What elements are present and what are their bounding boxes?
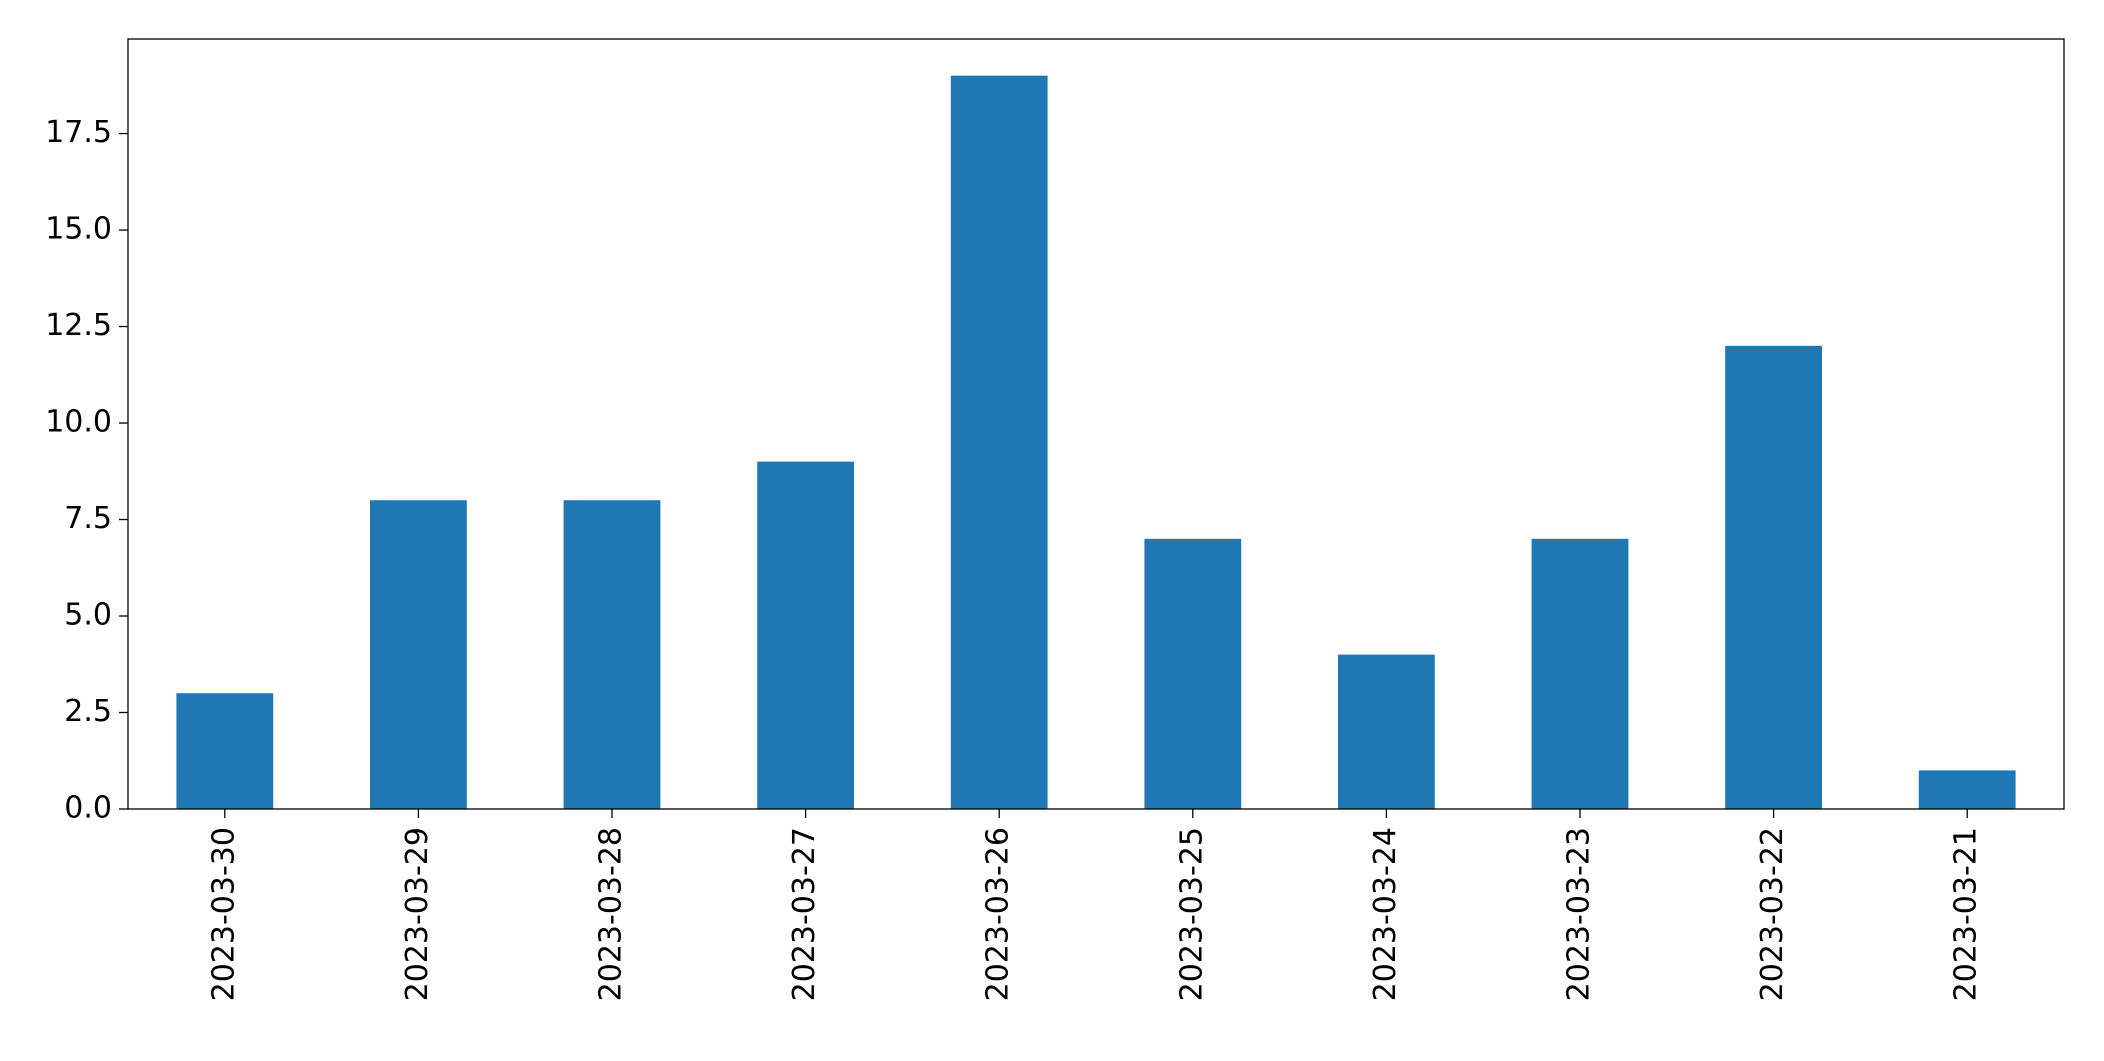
axes-frame <box>127 38 2065 810</box>
bar <box>563 500 661 809</box>
bar <box>1144 538 1242 809</box>
x-tick-label: 2023-03-24 <box>1368 827 1403 1001</box>
x-tick-label: 2023-03-22 <box>1755 827 1790 1001</box>
x-tick-label: 2023-03-26 <box>981 827 1016 1001</box>
y-tick-label: 7.5 <box>64 501 112 536</box>
bar <box>370 500 467 809</box>
y-tick-label: 12.5 <box>45 308 112 343</box>
x-tick-label: 2023-03-30 <box>206 827 241 1001</box>
bar <box>1725 345 1822 809</box>
y-tick-label: 17.5 <box>45 115 112 150</box>
bar <box>757 461 854 809</box>
y-tick-label: 15.0 <box>45 212 112 247</box>
bar <box>1531 538 1629 809</box>
x-tick-label: 2023-03-27 <box>787 827 822 1001</box>
y-tick-label: 0.0 <box>64 791 112 826</box>
bar <box>176 693 274 809</box>
x-tick-label: 2023-03-28 <box>594 827 629 1001</box>
x-tick-label: 2023-03-25 <box>1174 827 1209 1001</box>
bar <box>1338 654 1435 809</box>
y-tick-label: 10.0 <box>45 405 112 440</box>
x-tick-label: 2023-03-29 <box>400 827 435 1001</box>
x-tick-label: 2023-03-21 <box>1949 827 1984 1001</box>
bar <box>950 75 1048 809</box>
y-tick-label: 2.5 <box>64 694 112 729</box>
x-tick-label: 2023-03-23 <box>1562 827 1597 1001</box>
y-tick-label: 5.0 <box>64 598 112 633</box>
bar <box>1918 770 2016 809</box>
